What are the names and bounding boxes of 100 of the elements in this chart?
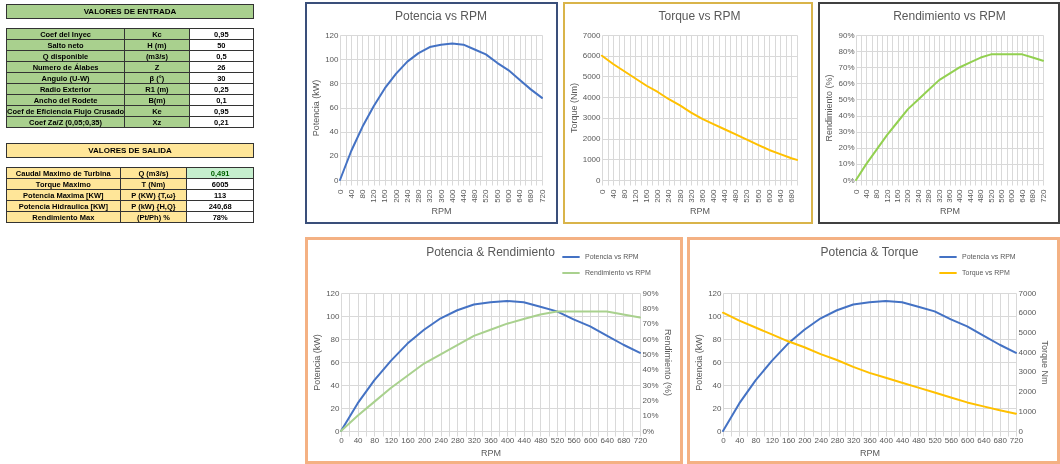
- chart-title: Rendimiento vs RPM: [893, 9, 1006, 23]
- y2-tick-label: 80%: [642, 303, 659, 313]
- x-tick-label: 360: [484, 435, 499, 445]
- y2-tick-label: 60%: [642, 334, 659, 344]
- x-tick-label: 400: [708, 188, 718, 203]
- x-tick-label: 480: [976, 188, 986, 203]
- y-axis-title: Potencia (kW): [694, 334, 705, 391]
- y2-tick-label: 7000: [1018, 288, 1037, 298]
- y-tick-label: 20%: [838, 143, 855, 153]
- x-tick-label: 480: [470, 188, 480, 203]
- y2-tick-label: 90%: [642, 288, 659, 298]
- y-tick-label: 80: [712, 334, 723, 344]
- x-tick-label: 320: [425, 188, 435, 203]
- x-tick-label: 600: [583, 435, 598, 445]
- chart-title: Potencia & Rendimiento: [426, 245, 556, 259]
- y-tick-label: 120: [708, 288, 723, 298]
- x-tick-label: 680: [526, 188, 536, 203]
- x-tick-label: 160: [893, 188, 903, 203]
- y-tick-label: 40%: [838, 111, 855, 121]
- x-tick-label: 120: [384, 435, 399, 445]
- x-tick-label: 40: [861, 188, 871, 199]
- x-tick-label: 480: [912, 435, 927, 445]
- line-series: [855, 53, 1044, 181]
- x-tick-label: 320: [847, 435, 861, 445]
- y-tick-label: 2000: [582, 134, 602, 144]
- x-tick-label: 640: [977, 435, 992, 445]
- x-tick-label: 400: [447, 188, 457, 203]
- y2-tick-label: 1000: [1018, 406, 1037, 416]
- y-tick-label: 90%: [838, 30, 855, 40]
- y2-axis-title: Rendimiento (%): [662, 328, 673, 397]
- y-axis-title: Rendimiento (%): [824, 74, 835, 142]
- y-tick-label: 20: [329, 151, 340, 161]
- x-axis-title: RPM: [940, 205, 960, 216]
- y-axis-title: Potencia (kW): [311, 79, 322, 137]
- y-tick-label: 100: [326, 311, 341, 321]
- y-tick-label: 40: [712, 380, 723, 390]
- chart-title: Potencia vs RPM: [394, 9, 488, 23]
- y-tick-label: 100: [325, 54, 340, 64]
- x-tick-label: 240: [814, 435, 829, 445]
- y-tick-label: 4000: [582, 92, 602, 102]
- y2-tick-label: 30%: [642, 380, 659, 390]
- y-tick-label: 40: [329, 127, 340, 137]
- x-tick-label: 240: [913, 188, 923, 203]
- y2-tick-label: 2000: [1018, 387, 1037, 397]
- y-tick-label: 60: [329, 103, 340, 112]
- y2-tick-label: 0%: [642, 426, 655, 436]
- x-tick-label: 40: [346, 188, 356, 199]
- y-tick-label: 1000: [582, 154, 602, 164]
- x-tick-label: 400: [879, 435, 894, 445]
- x-tick-label: 280: [451, 435, 465, 445]
- y2-tick-label: 4000: [1018, 347, 1037, 357]
- y2-tick-label: 10%: [642, 411, 659, 421]
- x-tick-label: 680: [617, 435, 632, 445]
- y2-tick-label: 3000: [1018, 367, 1037, 377]
- x-tick-label: 40: [735, 435, 745, 445]
- y-tick-label: 30%: [838, 127, 855, 137]
- x-tick-label: 160: [380, 188, 390, 203]
- x-tick-label: 400: [500, 435, 515, 445]
- chart-title: Torque vs RPM: [658, 9, 741, 23]
- line-series: [339, 42, 543, 181]
- x-tick-label: 600: [764, 188, 774, 203]
- x-tick-label: 720: [1038, 188, 1048, 203]
- y2-tick-label: 5000: [1018, 327, 1037, 337]
- x-tick-label: 640: [775, 188, 785, 203]
- y-tick-label: 0: [334, 175, 340, 185]
- y-tick-label: 80: [330, 334, 341, 344]
- x-tick-label: 720: [633, 435, 648, 445]
- x-tick-label: 280: [830, 435, 845, 445]
- x-tick-label: 520: [928, 435, 943, 445]
- x-tick-label: 240: [664, 188, 674, 203]
- y2-tick-label: 50%: [642, 349, 659, 359]
- x-tick-label: 680: [993, 435, 1008, 445]
- text: VALORES DE SALIDA: [6, 143, 254, 158]
- y2-tick-label: 70%: [642, 319, 659, 329]
- x-tick-label: 320: [686, 188, 696, 203]
- y-tick-label: 120: [326, 288, 341, 298]
- x-tick-label: 200: [417, 435, 432, 445]
- x-tick-label: 160: [401, 435, 416, 445]
- x-tick-label: 640: [515, 188, 525, 203]
- x-tick-label: 520: [481, 188, 491, 203]
- y-tick-label: 70%: [838, 62, 855, 72]
- y-tick-label: 120: [325, 30, 340, 40]
- x-tick-label: 320: [934, 188, 944, 203]
- line-series: [722, 311, 1017, 415]
- x-tick-label: 120: [369, 188, 379, 203]
- line-series: [601, 54, 798, 161]
- x-tick-label: 320: [467, 435, 482, 445]
- x-tick-label: 560: [944, 435, 959, 445]
- y-tick-label: 20: [712, 403, 723, 413]
- x-tick-label: 160: [781, 435, 796, 445]
- x-tick-label: 600: [960, 435, 975, 445]
- y-tick-label: 0: [335, 426, 341, 436]
- x-tick-label: 40: [353, 435, 364, 445]
- y2-tick-label: 0: [1018, 426, 1024, 436]
- x-tick-label: 440: [720, 188, 730, 203]
- x-tick-label: 80: [872, 188, 882, 199]
- x-tick-label: 520: [742, 188, 752, 203]
- line-series: [722, 300, 1017, 432]
- x-tick-label: 440: [895, 435, 910, 445]
- y-tick-label: 0: [596, 175, 602, 185]
